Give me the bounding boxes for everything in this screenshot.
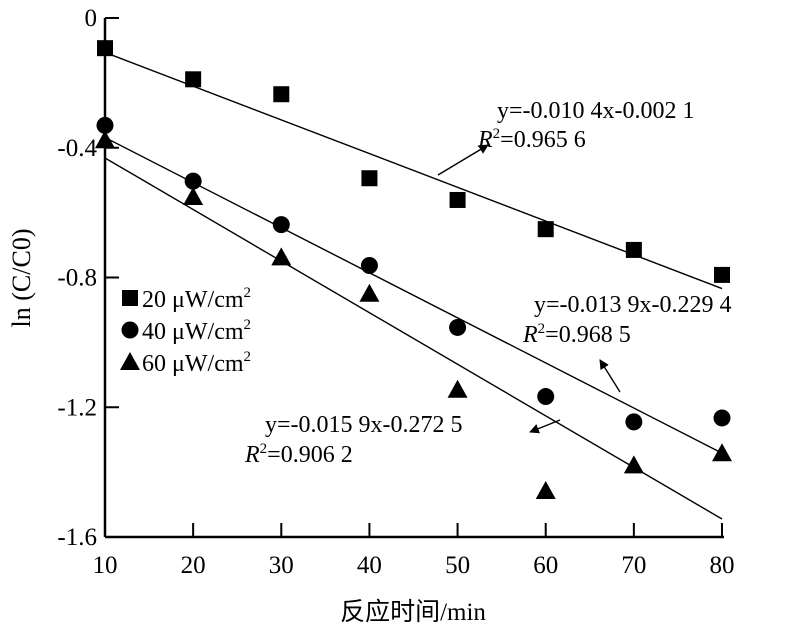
data-point-circle: [272, 216, 290, 234]
r-squared: R2=0.968 5: [522, 321, 631, 348]
y-tick-label: 0: [85, 5, 98, 32]
x-tick-label: 30: [269, 552, 294, 579]
legend-label: 60 μW/cm2: [142, 349, 251, 377]
x-tick-label: 10: [93, 552, 118, 579]
data-point-square: [361, 170, 378, 187]
x-tick-label: 70: [621, 552, 646, 579]
x-tick-label: 60: [533, 552, 558, 579]
data-point-square: [537, 221, 554, 238]
fit-line-circle: [104, 136, 723, 454]
y-tick-label: -1.6: [57, 524, 97, 551]
data-points: [95, 40, 732, 499]
data-point-square: [97, 40, 113, 57]
data-point-circle: [713, 409, 731, 427]
r-squared: R2=0.965 6: [477, 126, 586, 153]
fit-equation-60: y=-0.015 9x-0.272 5: [265, 412, 463, 438]
data-point-circle: [449, 318, 467, 336]
data-point-circle: [96, 116, 114, 134]
data-point-triangle: [359, 283, 380, 302]
annotations: y=-0.010 4x-0.002 1 y=-0.013 9x-0.229 4 …: [244, 98, 732, 468]
y-tick-label: -1.2: [57, 394, 97, 421]
arrow-icon: [599, 359, 621, 393]
fit-equation-20: y=-0.010 4x-0.002 1: [497, 98, 695, 124]
x-tick-label: 20: [181, 552, 206, 579]
data-point-circle: [184, 172, 202, 190]
fit-line-triangle: [104, 157, 723, 520]
legend: 20 μW/cm2 40 μW/cm2 60 μW/cm2: [120, 285, 251, 377]
fit-lines: [104, 51, 723, 520]
data-point-square: [449, 191, 466, 208]
x-tick-label: 40: [357, 552, 382, 579]
axes: 0 -0.4 -0.8 -1.2 -1.610 20 30 40 50 60 70 80: [57, 5, 734, 579]
y-tick-label: -0.8: [57, 265, 97, 292]
data-point-triangle: [183, 187, 204, 206]
legend-label: 40 μW/cm2: [142, 317, 251, 345]
data-point-square: [714, 266, 730, 283]
data-point-triangle: [712, 443, 732, 462]
fit-line-square: [104, 51, 723, 290]
data-point-circle: [537, 388, 555, 406]
data-point-square: [273, 86, 290, 103]
data-point-triangle: [535, 480, 556, 499]
data-point-triangle: [623, 455, 644, 474]
data-point-triangle: [95, 130, 115, 149]
x-axis-label: 反应时间/min: [340, 598, 486, 626]
fit-equation-40: y=-0.013 9x-0.229 4: [534, 292, 732, 318]
legend-marker-square: [122, 290, 138, 306]
r-squared: R2=0.906 2: [244, 441, 353, 468]
arrow-icon: [529, 419, 561, 434]
legend-label: 20 μW/cm2: [142, 285, 251, 313]
arrow-icon: [437, 144, 489, 176]
legend-marker-circle: [121, 321, 139, 339]
y-tick-label: -0.4: [57, 135, 97, 162]
data-point-circle: [625, 413, 643, 431]
data-point-square: [625, 241, 642, 258]
data-point-square: [185, 71, 202, 88]
data-point-circle: [360, 256, 378, 274]
x-tick-label: 50: [445, 552, 470, 579]
x-tick-label: 80: [710, 552, 735, 579]
y-axis-label: ln (C/C0): [7, 229, 36, 328]
legend-marker-triangle: [120, 352, 140, 370]
data-point-triangle: [271, 247, 292, 266]
data-point-triangle: [447, 379, 468, 398]
